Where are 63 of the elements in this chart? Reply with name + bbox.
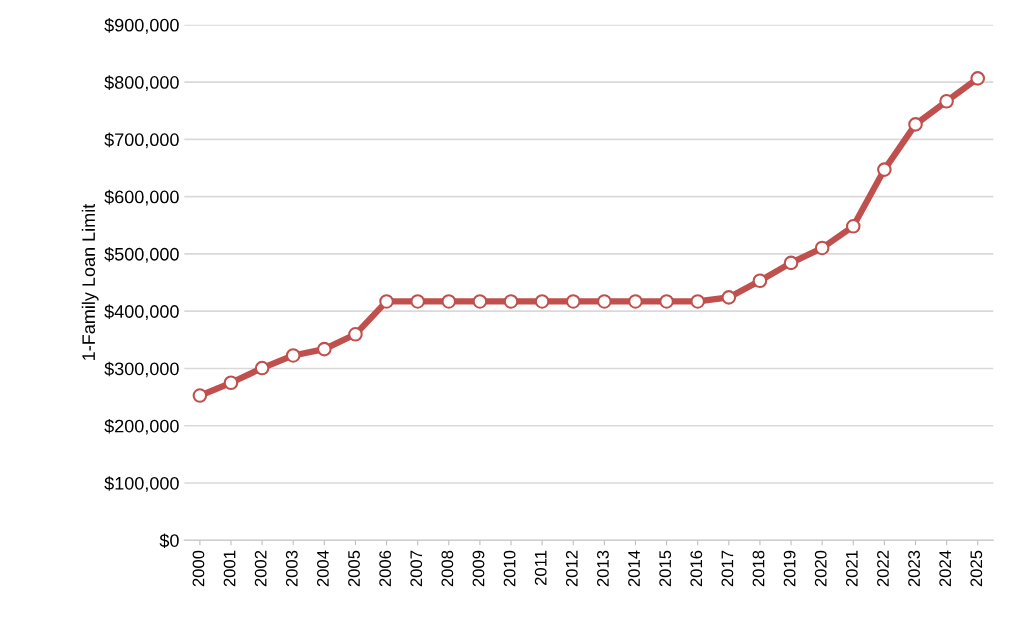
x-tick-label: 2016: [690, 550, 703, 587]
point: [503, 294, 519, 309]
y-tick-label: $600,000: [104, 189, 179, 206]
point: [379, 294, 394, 309]
point: [597, 294, 612, 309]
y-tick-label: $400,000: [104, 304, 179, 321]
point: [348, 327, 363, 342]
point: [845, 219, 861, 234]
x-tick-label: 2025: [970, 550, 983, 587]
point: [908, 117, 923, 132]
y-axis-title: 1-Family Loan Limit: [81, 203, 99, 360]
x-tick-label: 2020: [814, 550, 827, 587]
y-tick-label: $700,000: [104, 132, 179, 149]
x-tick-label: 2013: [597, 550, 609, 587]
x-tick-label: 2006: [379, 550, 392, 587]
point: [721, 290, 737, 305]
point: [534, 294, 550, 309]
y-tick-label: $200,000: [104, 418, 179, 435]
point: [783, 255, 799, 271]
point: [752, 273, 768, 289]
y-tick-label: $900,000: [104, 18, 179, 34]
point: [472, 294, 488, 309]
y-tick-label: $800,000: [104, 75, 179, 91]
point: [659, 294, 674, 309]
x-tick-label: 2007: [410, 550, 423, 587]
x-tick-label: 2008: [441, 550, 454, 587]
x-tick-label: 2004: [317, 550, 329, 587]
x-tick-label: 2014: [628, 550, 640, 587]
point: [565, 294, 581, 309]
point: [254, 360, 270, 376]
x-tick-label: 2024: [939, 550, 952, 587]
point: [410, 294, 425, 309]
y-tick-label: $500,000: [104, 247, 179, 263]
x-tick-label: 2012: [565, 550, 578, 587]
x-tick-label: 2003: [285, 550, 298, 587]
y-tick-label: $300,000: [104, 361, 179, 378]
x-tick-label: 2005: [348, 550, 360, 587]
x-tick-label: 2002: [254, 550, 267, 587]
point: [441, 294, 457, 309]
x-tick-label: 2021: [845, 550, 858, 587]
point: [877, 162, 892, 177]
x-tick-label: 2022: [877, 550, 889, 587]
point: [628, 294, 643, 309]
point: [223, 375, 239, 391]
point: [192, 388, 208, 403]
x-tick-label: 2009: [472, 550, 485, 587]
x-tick-label: 2010: [503, 550, 516, 587]
x-tick-label: 2011: [534, 550, 547, 585]
x-tick-label: 2015: [659, 550, 672, 587]
point: [814, 240, 830, 256]
x-tick-label: 2018: [752, 550, 765, 587]
point: [285, 348, 301, 363]
x-tick-label: 2019: [783, 550, 796, 587]
point: [970, 71, 986, 86]
point: [690, 294, 705, 309]
x-tick-label: 2001: [223, 550, 236, 587]
x-tick-label: 2023: [908, 550, 920, 587]
point: [317, 341, 332, 357]
y-tick-label: $100,000: [104, 476, 179, 492]
x-tick-label: 2000: [192, 550, 205, 587]
point: [939, 93, 954, 109]
y-tick-label: $0: [159, 533, 179, 549]
x-tick-label: 2017: [721, 550, 734, 587]
